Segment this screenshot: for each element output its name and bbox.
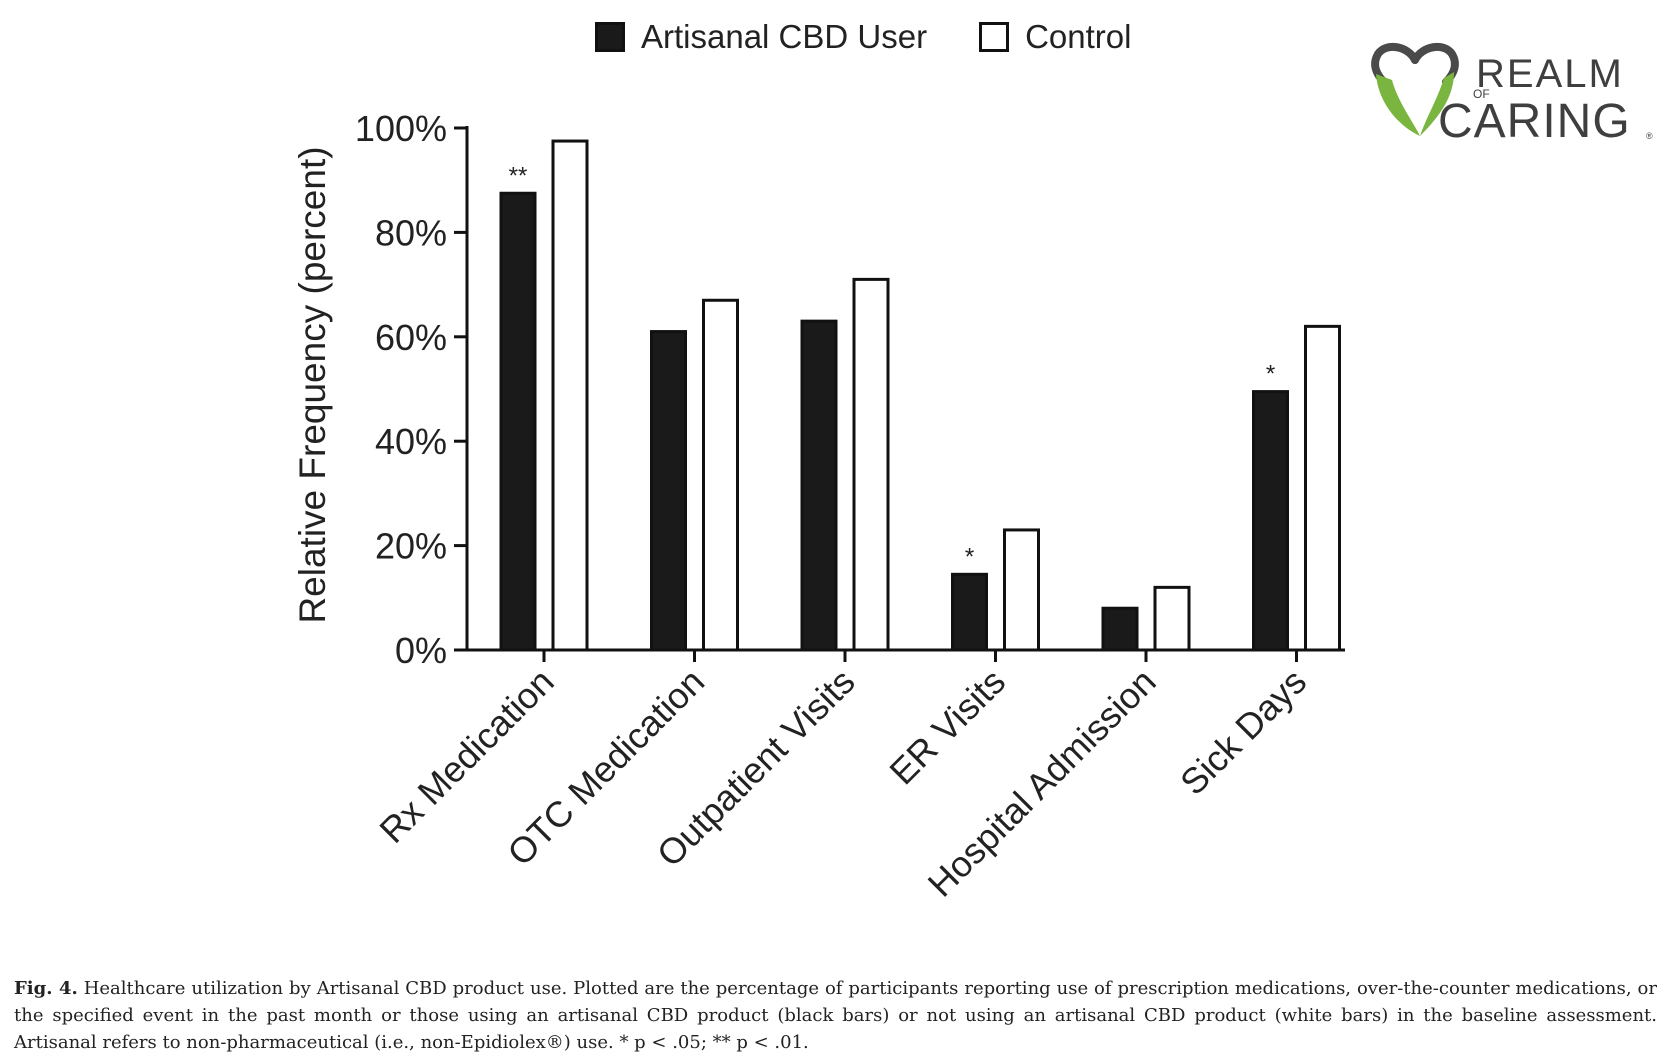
logo-registered-mark: ®	[1646, 131, 1653, 141]
legend-swatch-white	[979, 22, 1010, 52]
bar-control	[1304, 324, 1341, 652]
heart-leaf-icon	[1371, 42, 1459, 136]
bar-artisanal	[1252, 390, 1289, 652]
realm-of-caring-logo: REALM OF CARING ®	[1368, 40, 1658, 150]
bar-artisanal	[951, 572, 988, 652]
logo-word-caring: CARING	[1438, 95, 1631, 148]
y-tick-label: 40%	[375, 421, 447, 462]
legend-label-artisanal: Artisanal CBD User	[641, 18, 928, 55]
legend-label-control: Control	[1025, 18, 1132, 55]
y-axis-ticks: 0% 20% 40% 60% 80% 100%	[355, 108, 467, 671]
axes	[465, 126, 1345, 652]
y-tick-label: 20%	[375, 526, 447, 567]
legend-swatch-black	[595, 22, 625, 52]
y-tick-label: 80%	[375, 212, 447, 253]
caption-text: Healthcare utilization by Artisanal CBD …	[14, 978, 1657, 1053]
bar-artisanal	[499, 191, 537, 652]
x-tick-label: Sick Days	[1172, 661, 1314, 803]
bar-control	[852, 277, 890, 652]
bar-control	[702, 298, 739, 652]
y-tick-label: 100%	[355, 108, 447, 149]
logo-word-of: OF	[1473, 87, 1490, 101]
significance-marker: *	[965, 543, 974, 570]
legend-item-artisanal: Artisanal CBD User	[595, 18, 927, 56]
significance-marker: **	[509, 162, 528, 189]
bar-chart: Relative Frequency (percent) 0% 20% 40% 60%…	[292, 108, 1345, 905]
caption-label: Fig. 4.	[14, 978, 78, 999]
bar-control	[551, 139, 589, 652]
y-tick-label: 0%	[395, 630, 447, 671]
y-axis-label-group: Relative Frequency (percent)	[292, 146, 333, 623]
y-axis-label: Relative Frequency (percent)	[292, 146, 333, 623]
bars: ****	[499, 139, 1341, 652]
bar-control	[1003, 528, 1040, 652]
legend-item-control: Control	[979, 18, 1131, 56]
bar-control	[1153, 585, 1191, 652]
x-tick-label: ER Visits	[881, 661, 1013, 793]
bar-artisanal	[800, 319, 838, 652]
significance-marker: *	[1266, 361, 1275, 388]
bar-artisanal	[1101, 606, 1139, 652]
figure-caption: Fig. 4. Healthcare utilization by Artisa…	[14, 975, 1657, 1056]
y-tick-label: 60%	[375, 317, 447, 358]
legend: Artisanal CBD User Control	[595, 18, 1183, 56]
bar-artisanal	[650, 330, 687, 652]
logo-word-realm: REALM	[1476, 52, 1624, 96]
